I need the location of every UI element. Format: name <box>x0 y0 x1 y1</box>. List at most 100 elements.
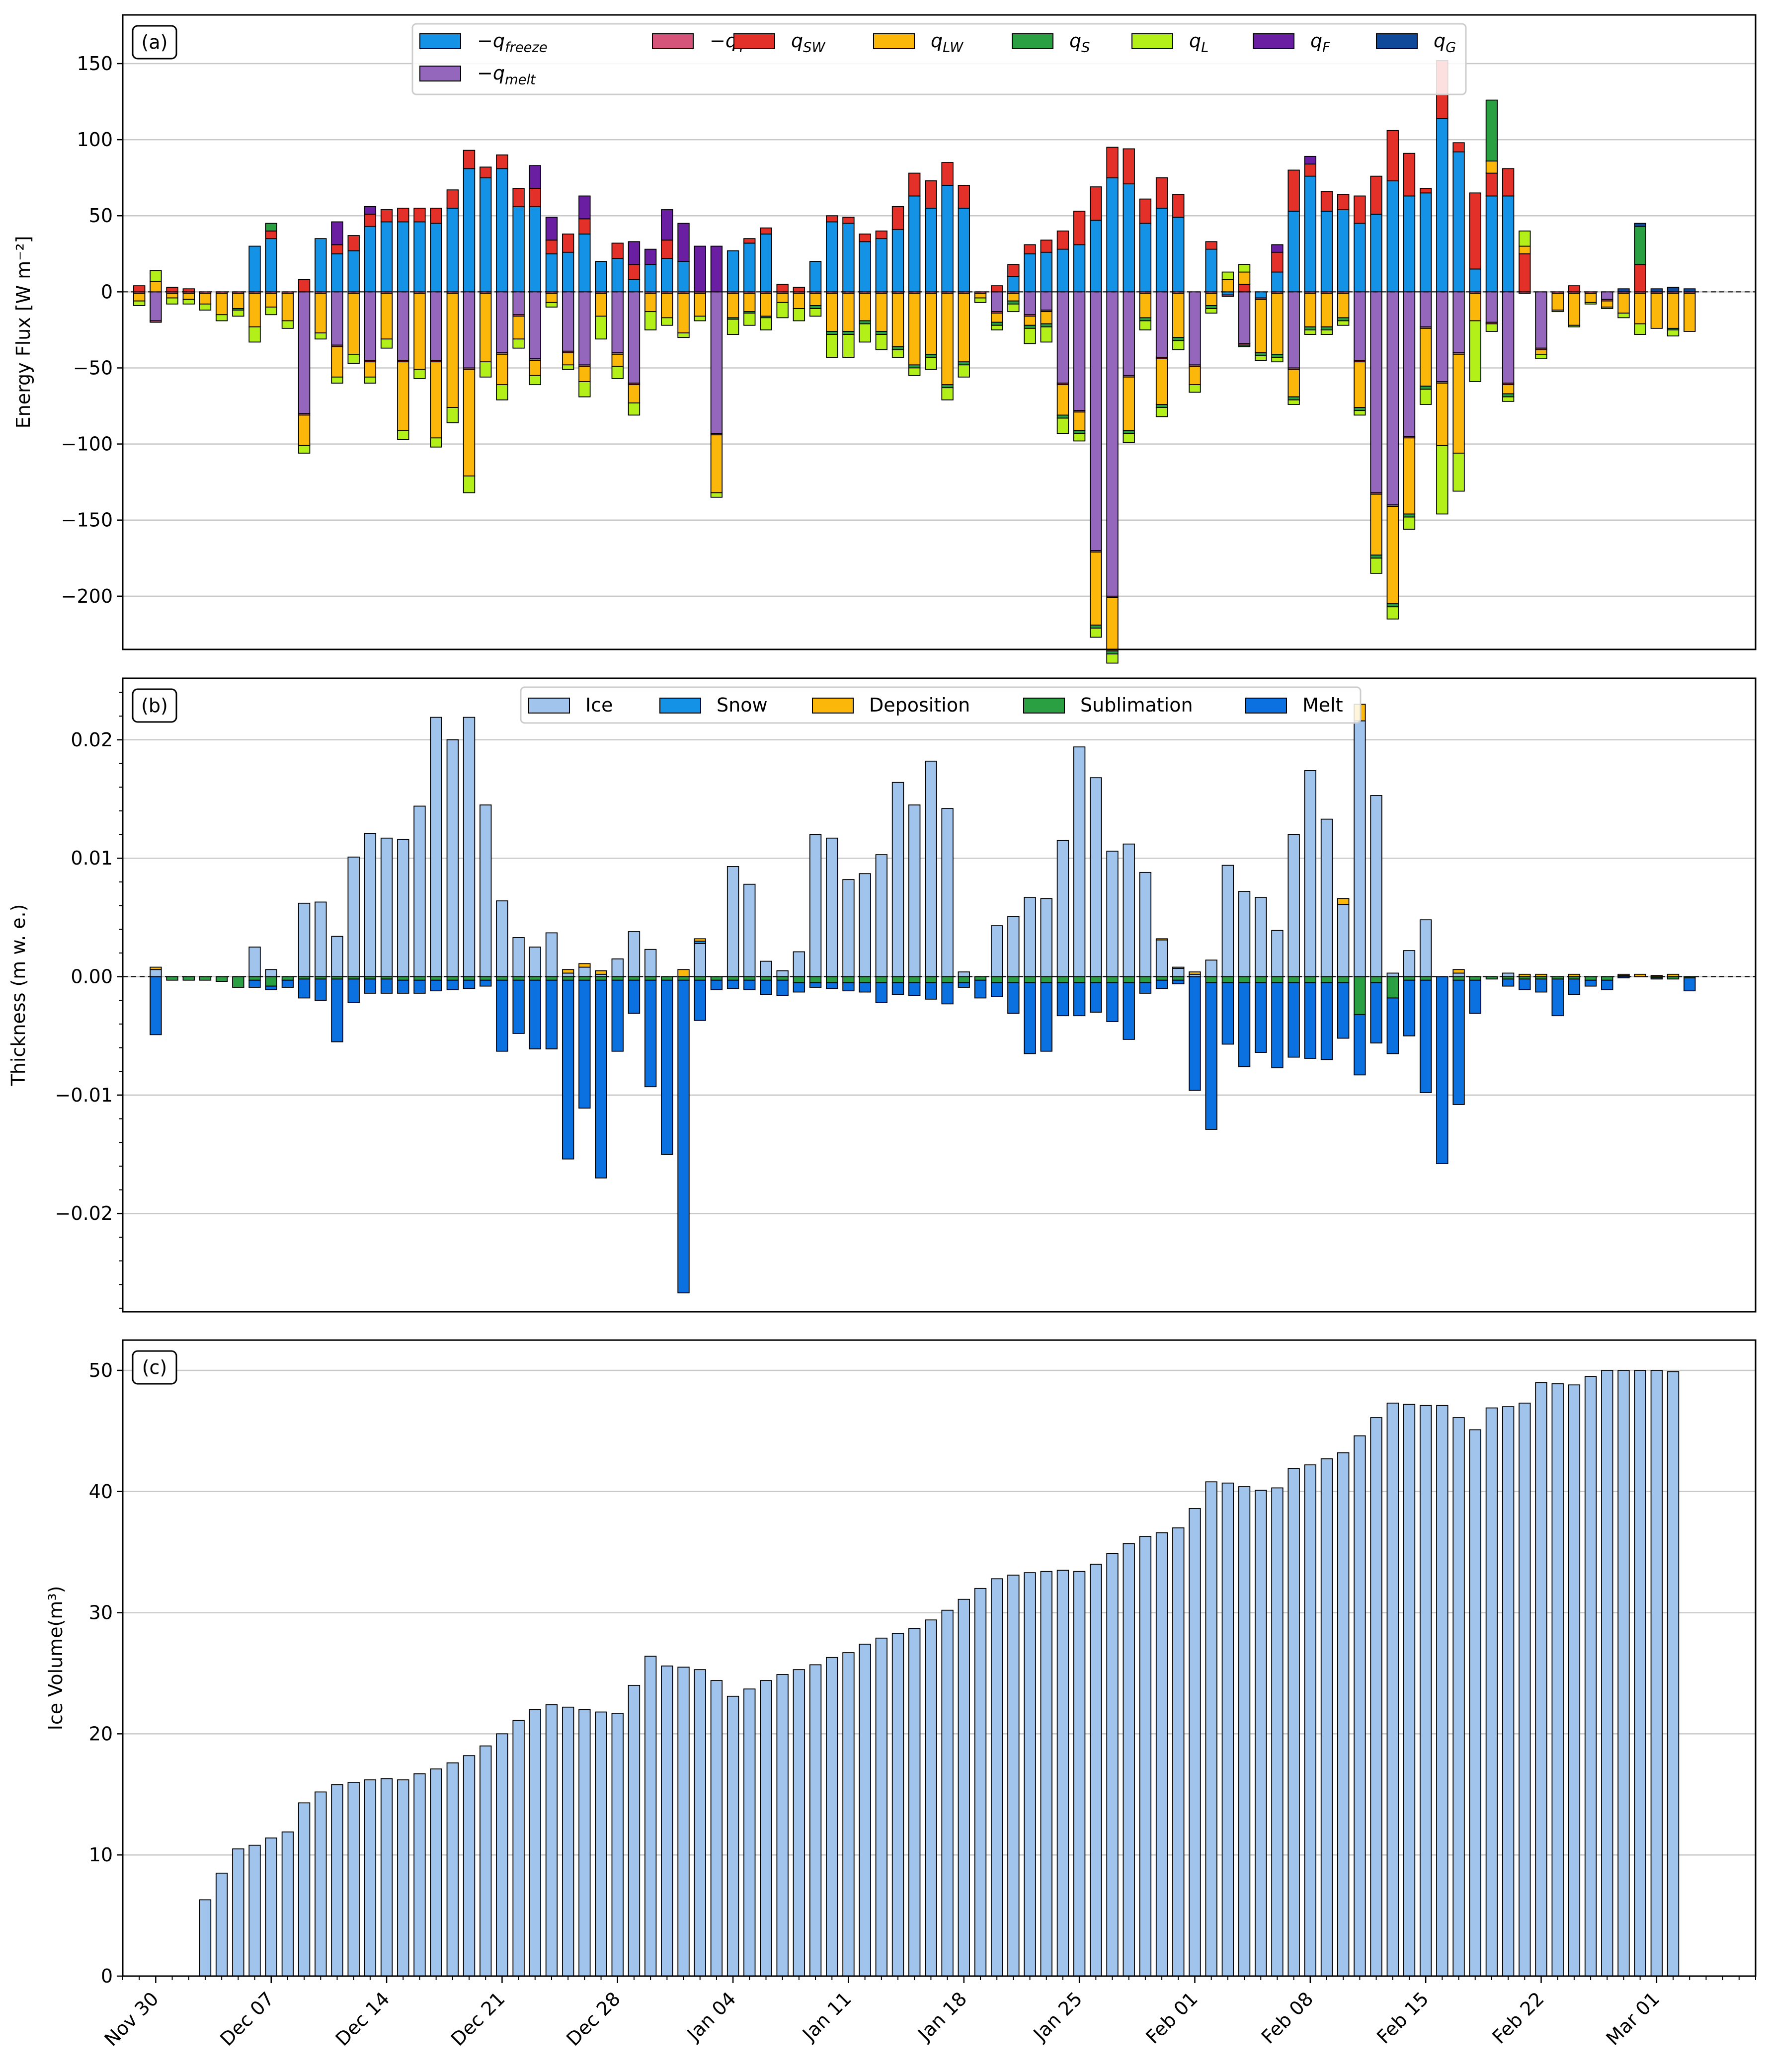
bar-qsw <box>1155 177 1168 209</box>
y-tick-label: 0.01 <box>71 847 113 869</box>
bar-qfreeze <box>1007 276 1020 293</box>
bar-sublimation <box>1007 976 1020 983</box>
bar-qsw <box>1386 130 1399 181</box>
bar-sublimation <box>1419 976 1432 981</box>
bar-qf <box>644 248 657 265</box>
bar-qlw <box>430 361 442 439</box>
bar-sublimation <box>1056 976 1069 983</box>
bar-deposition <box>1172 966 1185 969</box>
bar-qsw <box>826 215 838 223</box>
bar-qlw <box>743 293 756 313</box>
bar-sublimation <box>1238 976 1251 983</box>
bar-ice <box>826 837 838 977</box>
bar-qs <box>1123 430 1135 434</box>
bar-qfreeze <box>941 185 954 293</box>
bar-qs <box>1337 317 1350 321</box>
y-tick-label: 20 <box>89 1723 113 1745</box>
bar-icevolume <box>315 1791 327 1977</box>
bar-qlw <box>694 293 706 317</box>
bar-qmelt <box>1287 291 1300 369</box>
bar-qfreeze <box>1485 195 1498 293</box>
bar-qs <box>958 361 970 366</box>
bar-ql <box>578 381 591 398</box>
bar-qsw <box>1485 172 1498 197</box>
bar-melt <box>1337 982 1350 1039</box>
bar-melt <box>496 979 508 1052</box>
bar-melt <box>347 978 360 1003</box>
bar-qs <box>1040 323 1052 327</box>
bar-sublimation <box>1320 976 1333 983</box>
bar-qlw <box>793 293 805 309</box>
bar-melt <box>512 979 525 1034</box>
legend-swatch <box>1131 33 1173 49</box>
bar-ql <box>1403 516 1416 530</box>
bar-qfreeze <box>875 238 888 293</box>
legend-swatch <box>652 33 694 49</box>
bar-melt <box>1221 982 1234 1045</box>
bar-sublimation <box>281 976 294 981</box>
bar-qsw <box>1007 264 1020 277</box>
bar-ql <box>941 387 954 400</box>
bar-icevolume <box>1123 1543 1135 1977</box>
bar-qlw <box>133 293 146 302</box>
bar-icevolume <box>1337 1452 1350 1977</box>
bar-icevolume <box>1485 1407 1498 1977</box>
bar-icevolume <box>925 1619 937 1977</box>
bar-qlw <box>364 361 377 378</box>
bar-qsw <box>1419 188 1432 194</box>
bar-qmelt <box>1502 291 1515 384</box>
bar-qsw <box>925 180 937 209</box>
bar-qmelt <box>1024 291 1036 316</box>
bar-qs <box>990 321 1003 326</box>
bar-melt <box>595 979 607 1179</box>
ice-volume-axes-frame <box>122 1339 1757 1977</box>
bar-qlw <box>281 293 294 321</box>
bar-ice <box>1221 865 1234 977</box>
bar-qmelt <box>397 291 409 361</box>
bar-qlw <box>347 293 360 355</box>
bar-ql <box>133 300 146 306</box>
bar-qfreeze <box>463 168 476 293</box>
bar-icevolume <box>1667 1371 1680 1977</box>
bar-qf <box>661 209 673 241</box>
bar-ql <box>1255 355 1267 361</box>
bar-icevolume <box>545 1704 558 1977</box>
bar-ice <box>1255 896 1267 977</box>
bar-qsw <box>891 206 904 230</box>
bar-ql <box>1040 326 1052 343</box>
bar-melt <box>925 982 937 1000</box>
bar-sublimation <box>941 976 954 983</box>
bar-sublimation <box>265 976 277 987</box>
bar-qsw <box>1172 194 1185 218</box>
bar-qlw <box>1370 493 1382 556</box>
bar-melt <box>1502 978 1515 987</box>
bar-qfreeze <box>578 234 591 293</box>
bar-qfreeze <box>248 245 261 293</box>
bar-qfreeze <box>1205 248 1217 293</box>
bar-qlw <box>776 293 789 303</box>
bar-icevolume <box>347 1782 360 1977</box>
bar-qmelt <box>628 291 641 384</box>
bar-melt <box>1139 982 1152 994</box>
legend-swatch <box>1012 33 1053 49</box>
y-tick-label: 50 <box>89 1359 113 1381</box>
bar-sublimation <box>611 976 624 981</box>
bar-qlw <box>1056 384 1069 416</box>
bar-sublimation <box>529 976 541 981</box>
bar-ql <box>347 354 360 364</box>
bar-melt <box>1320 982 1333 1060</box>
bar-melt <box>1617 976 1630 978</box>
bar-ice <box>413 805 426 977</box>
bar-ql <box>463 475 476 493</box>
bar-icevolume <box>248 1844 261 1977</box>
legend-entry: Ice <box>585 694 613 716</box>
bar-qfreeze <box>1106 177 1119 293</box>
bar-ice <box>1354 720 1366 977</box>
bar-qlw <box>1024 316 1036 326</box>
bar-qlw <box>1436 383 1448 446</box>
bar-qfreeze <box>430 223 442 293</box>
bar-deposition <box>150 966 162 970</box>
bar-qsw <box>298 279 311 293</box>
bar-ql <box>661 317 673 326</box>
bar-qfreeze <box>1320 211 1333 293</box>
